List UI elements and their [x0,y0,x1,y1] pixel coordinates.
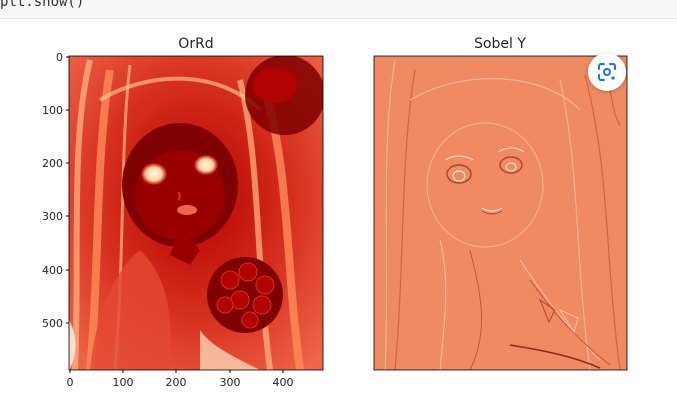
chart-title-sobel: Sobel Y [474,36,526,52]
google-lens-button[interactable] [588,53,626,91]
left-eye [141,163,167,185]
y-tick-label: 400 [42,264,63,277]
y-tick-label: 300 [42,210,63,223]
y-tick-label: 0 [56,51,63,64]
google-lens-icon [598,63,616,81]
x-tick-label: 400 [273,376,294,389]
figure: OrRd [42,36,628,389]
x-axis-orrd: 0 100 200 300 400 [67,370,294,389]
x-tick-label: 100 [113,376,134,389]
cell-output: OrRd [0,19,677,407]
y-tick-label: 500 [42,317,63,330]
x-tick-label: 200 [166,376,187,389]
y-tick-label: 100 [42,104,63,117]
chart-title-orrd: OrRd [178,36,213,52]
code-line: plt.show() [0,0,85,10]
x-tick-label: 0 [67,376,74,389]
orrd-image [69,56,323,370]
code-cell[interactable]: plt.show() [0,0,677,19]
right-eye [194,155,218,175]
x-tick-label: 300 [220,376,241,389]
y-axis-orrd: 0 100 200 300 400 500 [42,51,69,330]
sobel-image [374,56,627,370]
y-tick-label: 200 [42,157,63,170]
